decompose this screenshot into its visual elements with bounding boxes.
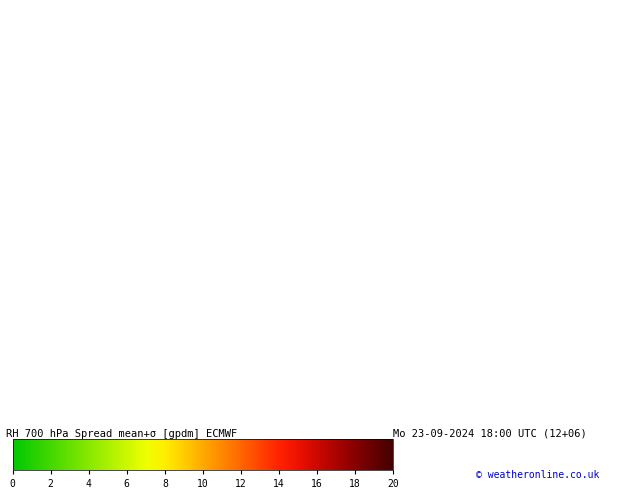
Text: Mo 23-09-2024 18:00 UTC (12+06): Mo 23-09-2024 18:00 UTC (12+06) (393, 429, 587, 439)
Text: © weatheronline.co.uk: © weatheronline.co.uk (476, 470, 599, 480)
Text: RH 700 hPa Spread mean+σ [gpdm] ECMWF: RH 700 hPa Spread mean+σ [gpdm] ECMWF (6, 429, 238, 439)
